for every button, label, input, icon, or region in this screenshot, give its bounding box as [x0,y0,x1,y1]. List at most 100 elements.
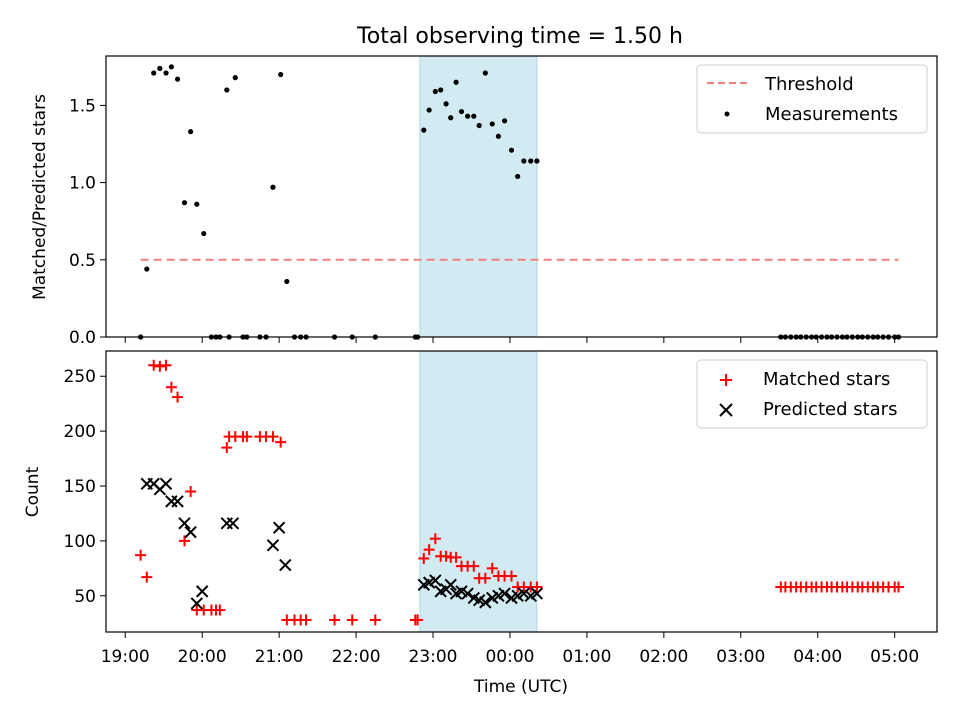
y-tick-label: 50 [74,587,96,607]
legend-measurements-swatch [724,111,730,117]
measurement-point [501,118,508,124]
measurement-point [232,75,238,81]
measurement-point [508,147,515,153]
bottom-y-axis: 50 100 150 200 250 [64,367,106,607]
top-subplot: 0.0 0.5 1.0 1.5 Matched/Predicted stars Thr… [30,55,938,348]
measurement-point [201,230,207,237]
legend-predicted-swatch [719,403,733,417]
measurement-point [284,278,290,285]
matched-star-point [450,551,462,563]
y-tick-label: 1.5 [69,96,96,116]
x-tick-label: 01:00 [562,647,611,667]
y-tick-label: 0.5 [69,251,96,271]
y-tick-label: 150 [64,477,96,497]
predicted-star-point [226,517,240,530]
matched-star-point [154,360,166,372]
bottom-legend: Matched stars Predicted stars [696,359,928,429]
predicted-star-point [517,587,531,600]
measurement-point [528,158,534,164]
predicted-star-point [444,578,457,592]
bottom-legend-box [696,359,928,429]
measurement-point [224,87,230,93]
measurement-point [278,71,284,78]
measurement-point [426,107,432,113]
measurement-point [476,122,482,129]
matched-star-point [148,359,160,371]
y-tick-label: 0.0 [69,328,96,348]
y-tick-label: 200 [64,422,96,442]
top-series-group [138,64,902,340]
predicted-star-point [429,574,442,587]
predicted-star-point [171,495,184,508]
x-tick-label: 19:00 [101,647,150,667]
matched-star-point [141,571,153,583]
measurement-point [482,70,488,76]
x-tick-label: 00:00 [485,647,534,667]
matched-star-point [369,614,381,626]
matched-star-point [429,533,441,545]
measurement-point [465,113,471,119]
measurement-point [443,101,449,107]
predicted-star-point [272,521,286,534]
matched-star-point [346,614,358,626]
measurement-point [458,108,465,115]
measurement-point [163,70,169,76]
matched-star-point [486,562,498,574]
legend-threshold-label: Threshold [764,74,854,95]
predicted-star-point [266,539,280,552]
matched-star-point [531,581,543,593]
x-tick-label: 23:00 [409,647,458,667]
y-tick-label: 250 [64,367,96,387]
bottom-x-axis-label: Time (UTC) [473,677,568,697]
y-tick-label: 100 [64,532,96,552]
measurement-point [174,76,181,82]
measurement-point [194,201,200,207]
x-tick-label: 20:00 [178,647,227,667]
predicted-star-point [279,558,292,572]
predicted-star-point [178,517,191,530]
bottom-subplot: 50 100 150 200 250 19:00 20:00 21:00 22:00 23:00… [23,350,938,697]
measurement-point [534,158,540,164]
matched-star-point [165,381,177,393]
top-plot-frame [105,55,938,338]
measurement-point [421,127,427,133]
predicted-star-point [479,596,492,609]
x-tick-label: 05:00 [870,647,919,667]
top-y-axis: 0.0 0.5 1.0 1.5 [69,96,106,348]
matched-star-point [178,535,190,547]
predicted-star-point [190,597,204,610]
matched-star-point [479,572,491,584]
measurement-point [448,115,454,121]
measurement-point [515,173,521,180]
predicted-star-point [195,585,209,598]
top-legend-box [696,64,928,134]
measurement-point [453,79,459,85]
matched-star-point [185,486,197,497]
x-tick-label: 03:00 [716,647,765,667]
matched-star-point [412,614,424,626]
y-tick-label: 1.0 [69,174,96,194]
matched-star-point [267,431,279,443]
measurement-point [168,64,175,70]
chart-title: Total observing time = 1.50 h [356,24,683,49]
bottom-plot-frame [105,350,938,633]
matched-star-point [423,544,435,556]
x-tick-label: 21:00 [255,647,304,667]
legend-measurements-label: Measurements [765,104,898,125]
top-shaded-region [419,55,538,338]
matched-star-point [135,549,147,561]
matched-star-point [505,570,517,582]
measurement-point [438,87,444,93]
matched-star-point [221,442,233,454]
matched-star-point [300,614,312,626]
matched-star-point [418,552,430,564]
legend-predicted-label: Predicted stars [763,399,897,420]
matched-star-point [172,391,184,403]
x-tick-label: 04:00 [793,647,842,667]
matched-star-point [275,436,287,448]
predicted-star-point [159,477,173,491]
bottom-y-axis-label: Count [23,466,43,517]
measurement-point [151,70,157,76]
top-y-axis-label: Matched/Predicted stars [30,94,50,300]
